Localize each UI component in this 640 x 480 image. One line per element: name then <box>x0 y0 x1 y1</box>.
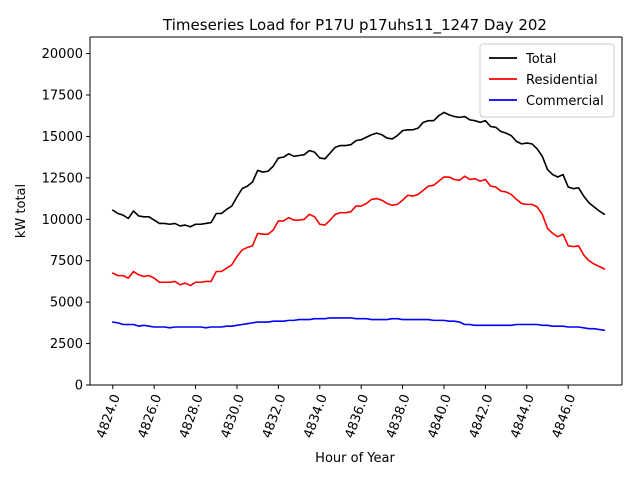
y-tick-label: 2500 <box>50 337 83 352</box>
legend-label-total: Total <box>525 52 556 67</box>
y-tick-label: 17500 <box>42 89 83 104</box>
legend-label-residential: Residential <box>526 73 598 88</box>
series-line-commercial <box>111 317 606 332</box>
x-axis-label: Hour of Year <box>315 451 395 466</box>
legend-box <box>479 43 615 118</box>
y-tick-label: 12500 <box>42 171 83 186</box>
series-line-residential <box>111 175 606 287</box>
y-axis: 0 2500 5000 7500 10000 12500 15000 17500 20000 <box>42 47 90 394</box>
legend: Total Residential Commercial <box>479 43 615 118</box>
y-tick-label: 0 <box>75 379 83 394</box>
axes-spines <box>89 36 623 386</box>
y-tick-label: 7500 <box>50 254 83 269</box>
y-tick-label: 15000 <box>42 130 83 145</box>
chart-title: Timeseries Load for P17U p17uhs11_1247 D… <box>162 16 547 35</box>
y-tick-label: 10000 <box>42 213 83 228</box>
series-layer <box>111 111 606 332</box>
series-line-total <box>111 111 606 228</box>
y-tick-label: 20000 <box>42 47 83 62</box>
legend-label-commercial: Commercial <box>526 94 604 109</box>
y-tick-label: 5000 <box>50 296 83 311</box>
y-axis-label: kW total <box>14 184 29 238</box>
